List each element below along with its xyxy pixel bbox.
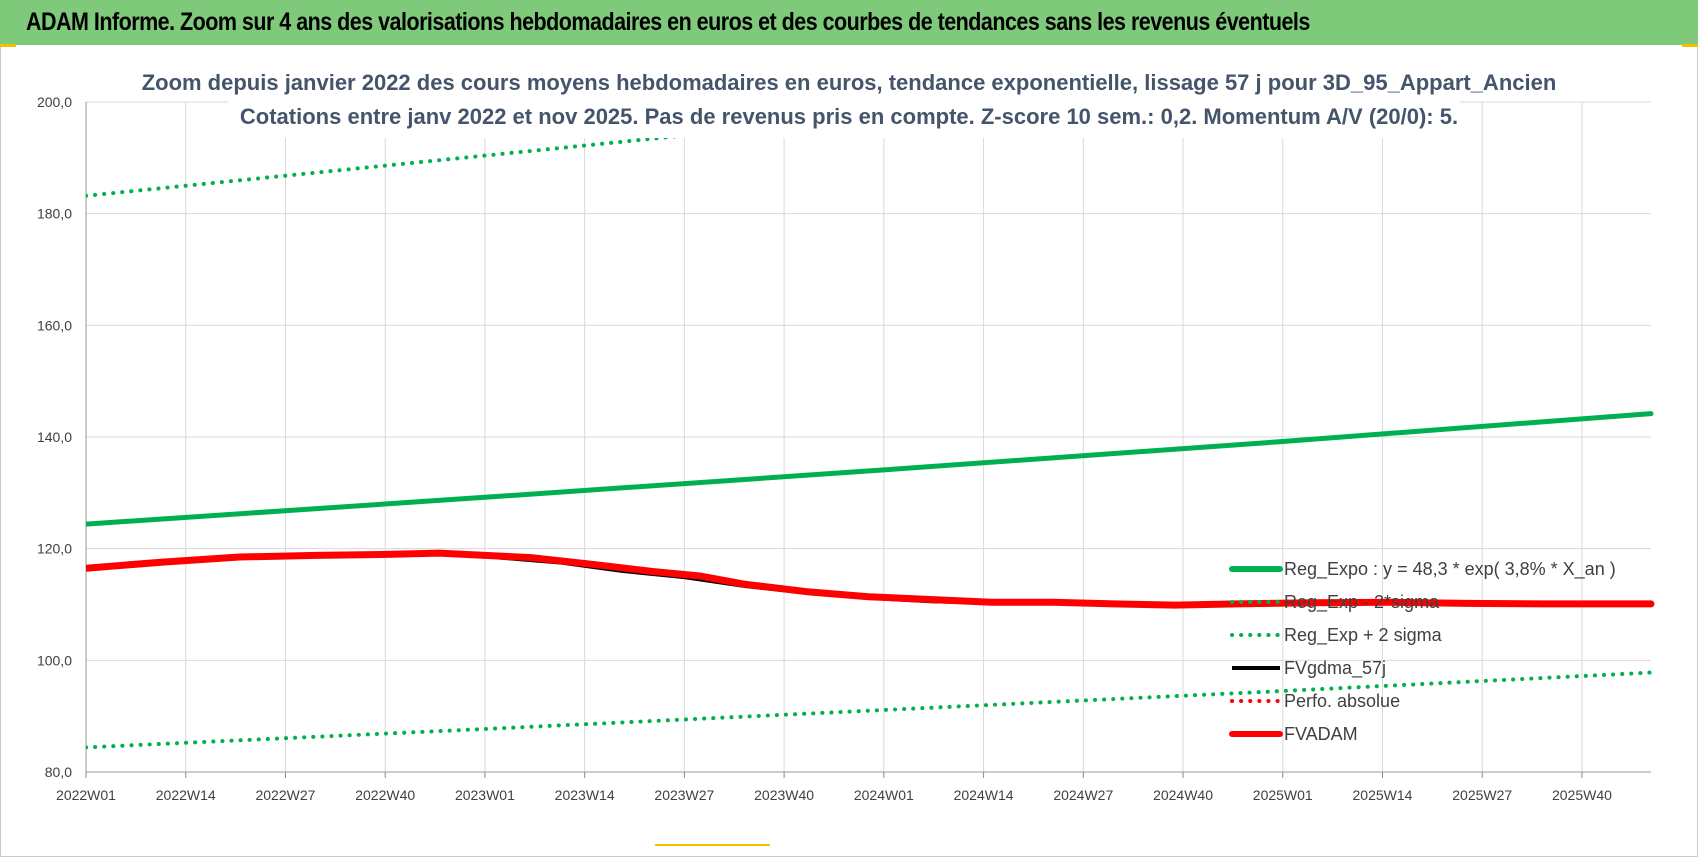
y-tick-label: 180,0: [37, 206, 72, 222]
page-title: ADAM Informe. Zoom sur 4 ans des valoris…: [26, 8, 1310, 36]
header-bar: ADAM Informe. Zoom sur 4 ans des valoris…: [0, 0, 1698, 45]
accent-mark-bottom: [655, 844, 770, 846]
x-tick-label: 2022W40: [355, 787, 415, 803]
legend-label-6: FVADAM: [1284, 724, 1358, 744]
chart-title-line-2: Cotations entre janv 2022 et nov 2025. P…: [240, 104, 1458, 129]
x-tick-label: 2023W27: [654, 787, 714, 803]
legend-label-4: FVgdma_57j: [1284, 658, 1386, 679]
y-tick-label: 100,0: [37, 652, 72, 668]
x-tick-label: 2025W14: [1353, 787, 1413, 803]
legend-label-1: Reg_Expo : y = 48,3 * exp( 3,8% * X_an ): [1284, 559, 1616, 580]
x-tick-label: 2022W14: [156, 787, 216, 803]
accent-mark-left: [0, 44, 16, 47]
legend-label-5: Perfo. absolue: [1284, 691, 1400, 711]
series-layer: [86, 100, 1655, 750]
series-line-6: [86, 549, 1655, 609]
y-tick-label: 140,0: [37, 429, 72, 445]
axes: 80,0 100,0 120,0 140,0 160,0 180,0 200,0 2022W0…: [37, 94, 1651, 803]
chart-title-line-1: Zoom depuis janvier 2022 des cours moyen…: [142, 70, 1557, 95]
x-tick-label: 2024W01: [854, 787, 914, 803]
x-tick-label: 2022W27: [255, 787, 315, 803]
accent-mark-right: [1682, 44, 1698, 47]
series-line-2: [86, 670, 1653, 750]
x-tick-label: 2023W14: [555, 787, 615, 803]
y-tick-label: 120,0: [37, 541, 72, 557]
x-tick-label: 2024W14: [954, 787, 1014, 803]
x-tick-label: 2025W01: [1253, 787, 1313, 803]
x-tick-label: 2022W01: [56, 787, 116, 803]
legend: Reg_Expo : y = 48,3 * exp( 3,8% * X_an )…: [1229, 559, 1616, 744]
legend-label-3: Reg_Exp + 2 sigma: [1284, 625, 1443, 646]
x-tick-label: 2023W01: [455, 787, 515, 803]
y-tick-label: 80,0: [45, 764, 72, 780]
chart-title-background: [228, 63, 1460, 138]
x-tick-label: 2025W27: [1452, 787, 1512, 803]
x-tick-label: 2024W27: [1053, 787, 1113, 803]
y-tick-label: 160,0: [37, 317, 72, 333]
y-tick-label: 200,0: [37, 94, 72, 110]
x-tick-label: 2025W40: [1552, 787, 1612, 803]
legend-label-2: Reg_Exp - 2*sigma: [1284, 592, 1440, 613]
grid: [85, 101, 1651, 773]
series-line-1: [86, 411, 1654, 527]
x-tick-label: 2023W40: [754, 787, 814, 803]
x-tick-label: 2024W40: [1153, 787, 1213, 803]
chart-title-box: Zoom depuis janvier 2022 des cours moyen…: [142, 63, 1557, 138]
